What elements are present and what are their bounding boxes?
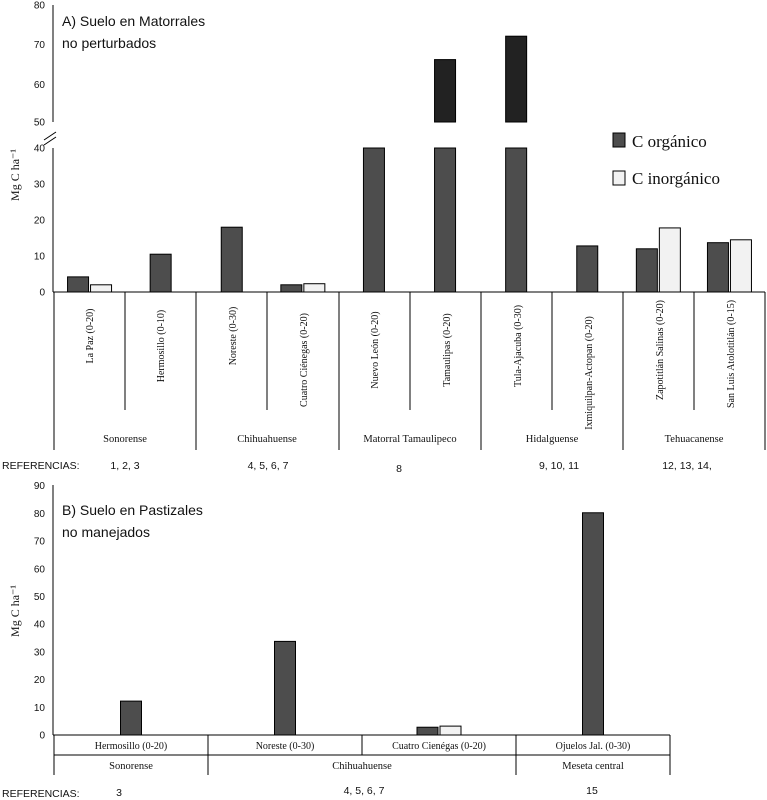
panel-b-category-label: Noreste (0-30) <box>256 741 315 752</box>
panel-b-references-label: REFERENCIAS: <box>2 788 80 800</box>
panel-a-category-label: Tamaulipas (0-20) <box>442 313 453 386</box>
panel-b-y-tick-label: 80 <box>34 509 46 520</box>
panel-a-category-label: La Paz (0-20) <box>85 309 96 364</box>
panel-a-y-tick-label: 40 <box>34 144 46 155</box>
panel-a-bars <box>67 35 752 293</box>
panel-b-category-label: Hermosillo (0-20) <box>95 741 168 752</box>
panel-b-y-axis-label: Mg C ha⁻¹ <box>8 585 22 637</box>
panel-a-category-label: Tula-Ajacuba (0-30) <box>513 305 524 387</box>
panel-a-category-label: Nuevo León (0-20) <box>370 311 381 388</box>
panel-b-group-label: Sonorense <box>109 761 153 772</box>
organic-carbon-bar <box>416 726 439 736</box>
organic-carbon-bar <box>582 512 604 736</box>
panel-b-y-tick-label: 0 <box>39 731 45 742</box>
organic-carbon-bar-upper <box>505 35 528 123</box>
inorganic-carbon-bar <box>729 239 752 293</box>
panel-b-category-dividers <box>53 735 671 775</box>
panel-a-y-tick-label: 80 <box>34 1 46 12</box>
panel-a-y-tick-label: 30 <box>34 180 46 191</box>
panel-a-y-tick-label: 70 <box>34 40 46 51</box>
panel-a-y-tick-label: 50 <box>34 118 46 129</box>
panel-a-group-label: Chihuahuense <box>237 434 297 445</box>
panel-b-bars <box>120 512 604 736</box>
panel-a-category-label: Hermosillo (0-10) <box>156 310 167 383</box>
panel-a-category-label: Noreste (0-30) <box>228 307 239 366</box>
panel-b-y-tick-label: 50 <box>34 592 46 603</box>
panel-b-title-line2: no manejados <box>62 524 150 540</box>
panel-a-category-label: Cuatro Ciénegas (0-20) <box>299 313 310 407</box>
panel-b-reference-numbers: 15 <box>586 785 598 797</box>
panel-b-category-label: Cuatro Cienégas (0-20) <box>392 741 486 752</box>
panel-b-y-tick-label: 10 <box>34 703 46 714</box>
panel-a-reference-numbers: 4, 5, 6, 7 <box>248 460 289 472</box>
organic-carbon-bar <box>576 245 599 293</box>
panel-a-category-label: Ixmiquilpan-Actopan (0-20) <box>584 316 595 430</box>
organic-carbon-bar <box>220 226 243 293</box>
organic-carbon-bar <box>434 147 457 293</box>
panel-a-y-tick-label: 60 <box>34 80 46 91</box>
panel-a-group-label: Hidalguense <box>526 434 579 445</box>
organic-carbon-bar <box>67 276 90 293</box>
inorganic-carbon-bar <box>303 283 326 293</box>
panel-b-title-line1: B) Suelo en Pastizales <box>62 502 203 518</box>
organic-carbon-bar-upper <box>434 59 457 123</box>
legend-organic-swatch <box>612 132 626 148</box>
panel-a-group-label: Tehuacanense <box>665 434 724 445</box>
legend-inorganic-swatch <box>612 170 626 186</box>
panel-a-y-tick-label: 10 <box>34 252 46 263</box>
panel-a-title-line1: A) Suelo en Matorrales <box>62 13 205 29</box>
panel-a-y-tick-label: 20 <box>34 216 46 227</box>
panel-a-y-tick-label: 0 <box>39 288 45 299</box>
panel-b-group-label: Chihuahuense <box>332 761 392 772</box>
panel-b-reference-numbers: 4, 5, 6, 7 <box>344 785 385 797</box>
panel-b-y-tick-label: 30 <box>34 647 46 658</box>
legend-organic-label: C orgánico <box>632 132 707 151</box>
inorganic-carbon-bar <box>439 725 462 736</box>
panel-a-category-label: Zapotitlán Salinas (0-20) <box>655 300 666 400</box>
panel-b-reference-numbers: 3 <box>116 787 122 799</box>
panel-b-category-label: Ojuelos Jal. (0-30) <box>556 741 631 752</box>
organic-carbon-bar <box>635 248 658 293</box>
panel-a-title-line2: no perturbados <box>62 35 156 51</box>
organic-carbon-bar <box>274 640 296 736</box>
panel-a-references-label: REFERENCIAS: <box>2 460 80 472</box>
inorganic-carbon-bar <box>658 227 681 293</box>
organic-carbon-bar <box>149 253 172 293</box>
panel-a-group-label: Matorral Tamaulipeco <box>363 434 456 445</box>
panel-b-y-tick-label: 60 <box>34 564 46 575</box>
organic-carbon-bar <box>280 284 303 293</box>
panel-b-y-tick-label: 20 <box>34 675 46 686</box>
inorganic-carbon-bar <box>90 284 113 293</box>
panel-a-category-label: San Luis Atolotitlán (0-15) <box>726 300 737 408</box>
panel-b-y-tick-label: 90 <box>34 481 46 492</box>
panel-a-y-axis-label: Mg C ha⁻¹ <box>8 149 22 201</box>
panel-a-reference-numbers: 8 <box>396 463 402 475</box>
legend-inorganic-label: C inorgánico <box>632 169 720 188</box>
panel-a-group-label: Sonorense <box>103 434 147 445</box>
panel-a-reference-numbers: 12, 13, 14, <box>662 460 712 472</box>
organic-carbon-bar <box>706 242 729 293</box>
panel-b-y-tick-label: 70 <box>34 537 46 548</box>
panel-a-category-dividers <box>53 292 766 450</box>
organic-carbon-bar <box>362 147 385 293</box>
panel-a-axis-break-icon <box>43 131 57 146</box>
panel-b-y-tick-label: 40 <box>34 620 46 631</box>
panel-a-reference-numbers: 1, 2, 3 <box>110 460 139 472</box>
organic-carbon-bar <box>505 147 528 293</box>
panel-a-reference-numbers: 9, 10, 11 <box>539 460 579 472</box>
organic-carbon-bar <box>120 700 142 736</box>
panel-b-group-label: Meseta central <box>562 761 624 772</box>
